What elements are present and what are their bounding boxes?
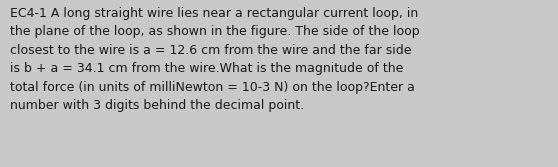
Text: EC4-1 A long straight wire lies near a rectangular current loop, in
the plane of: EC4-1 A long straight wire lies near a r… <box>10 7 420 112</box>
